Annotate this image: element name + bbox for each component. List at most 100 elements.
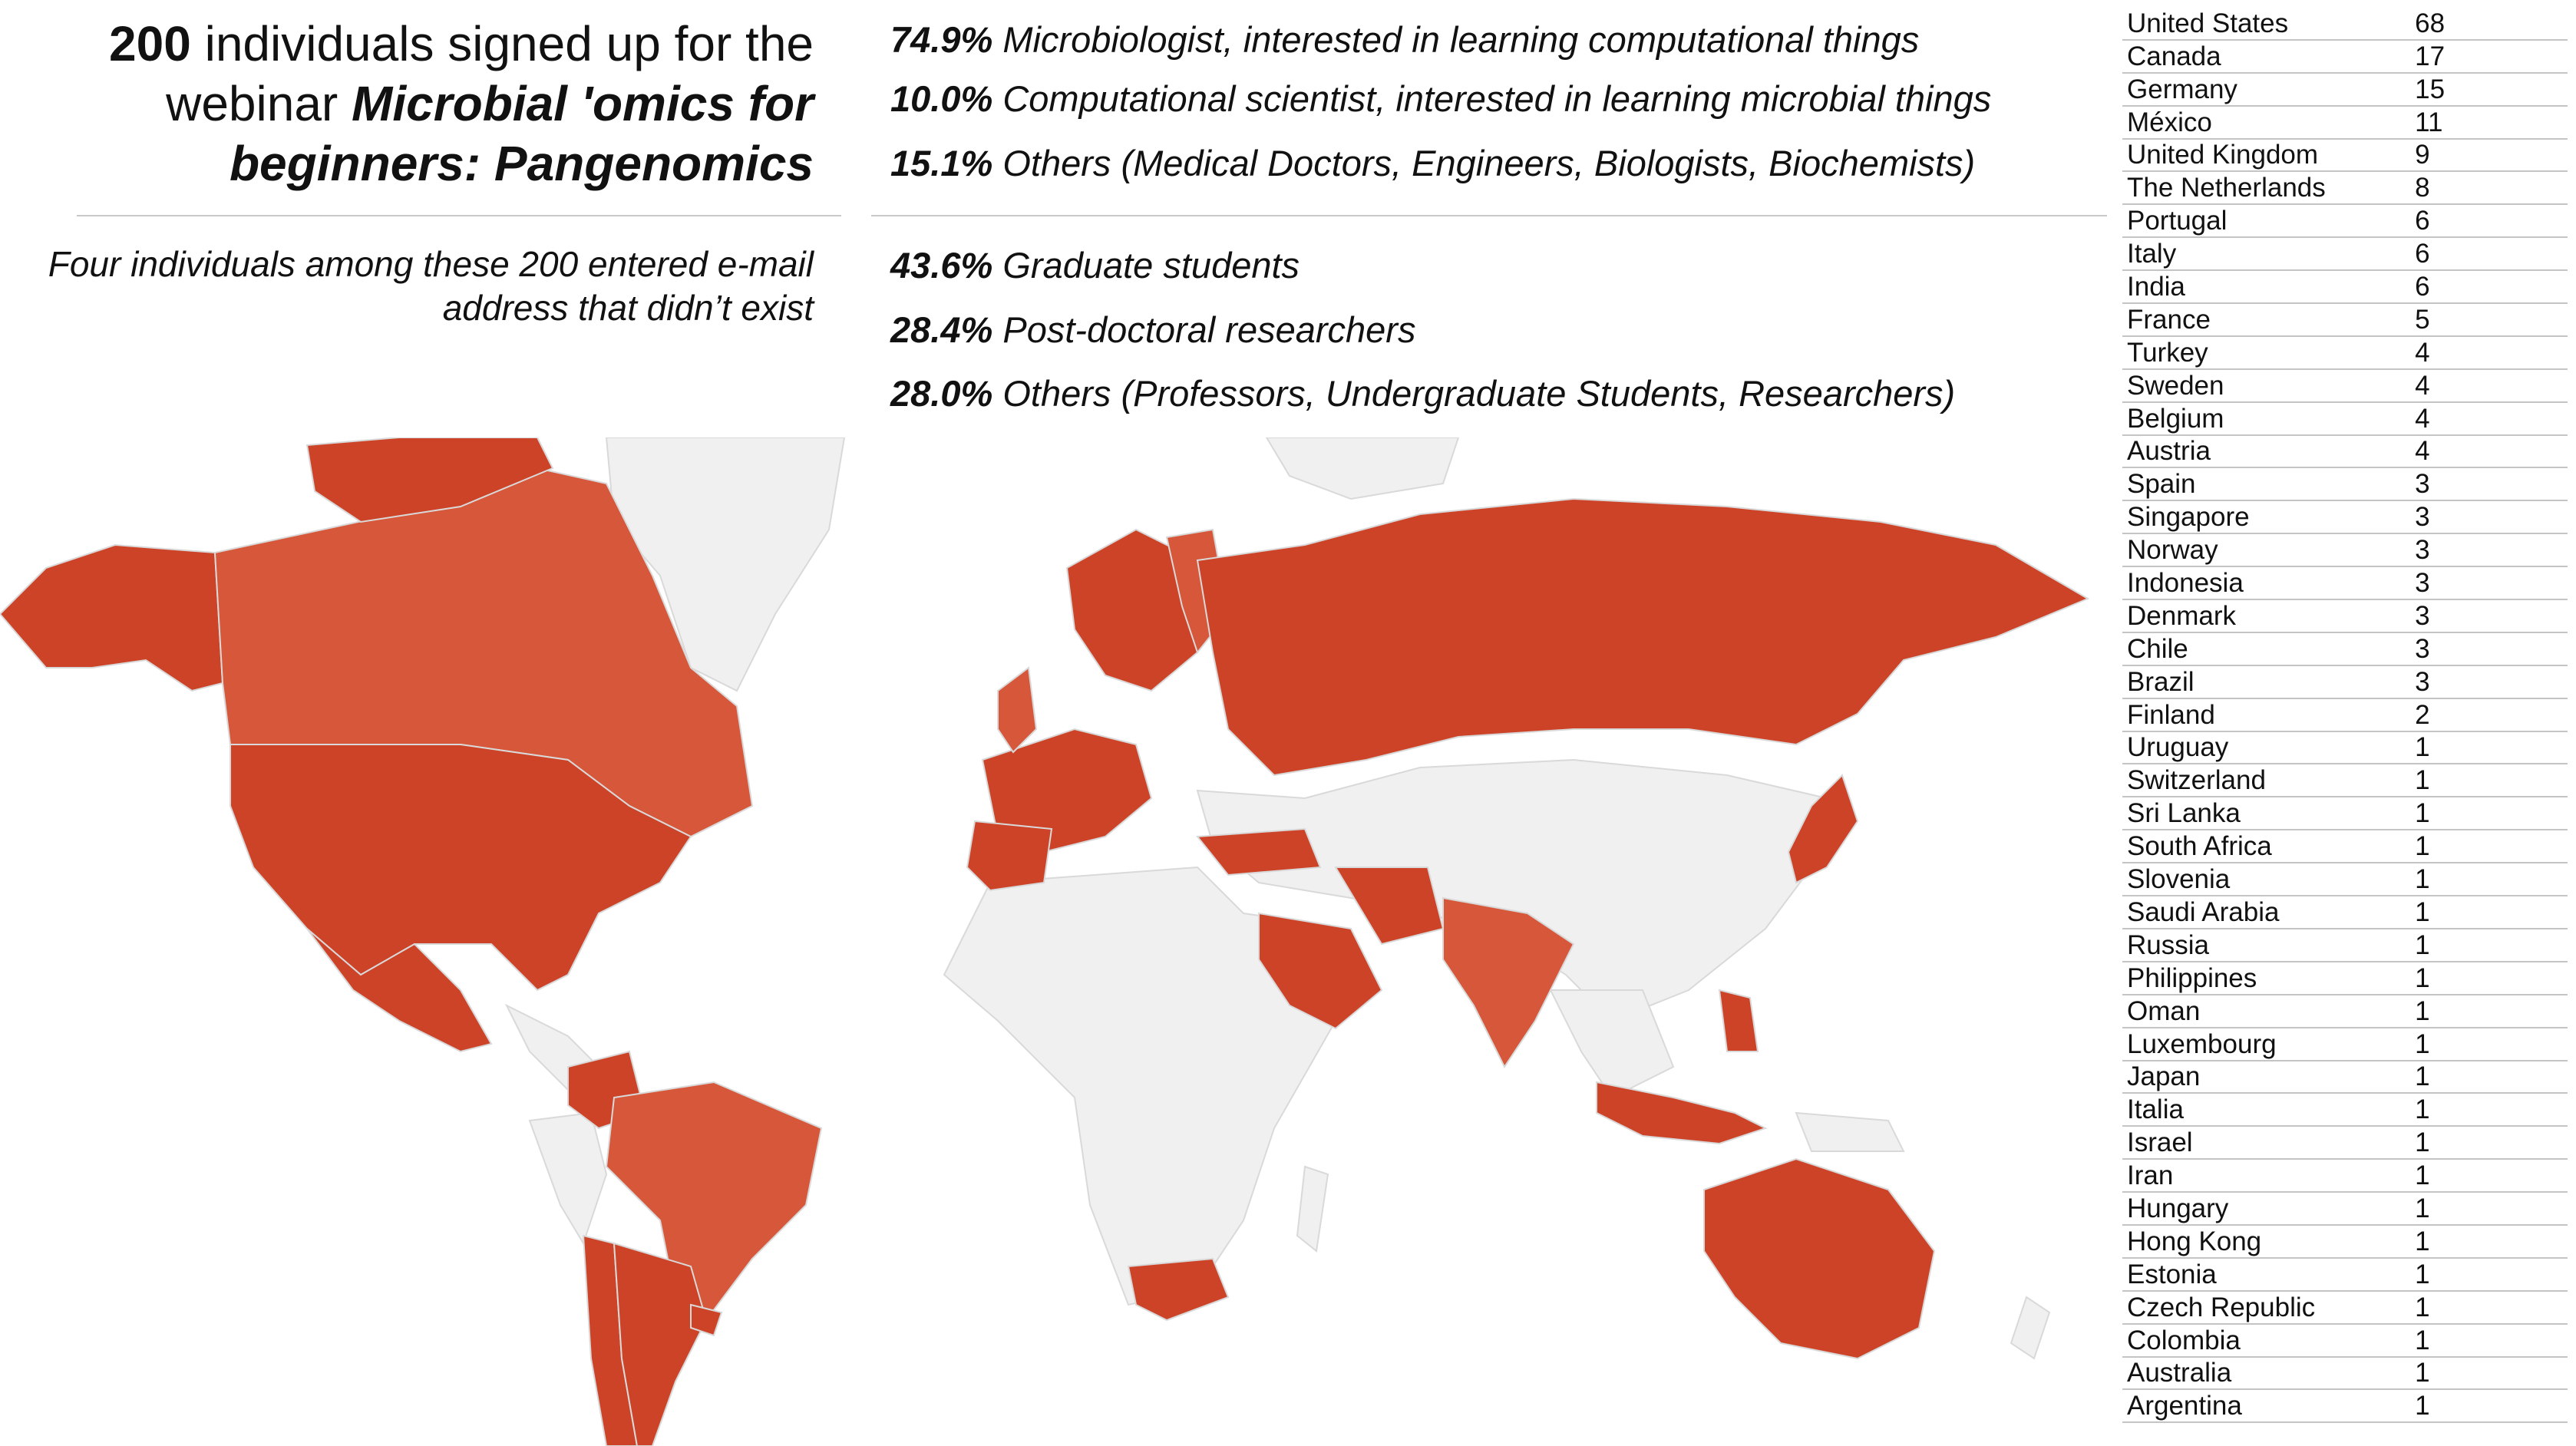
country-name: Spain — [2122, 467, 2411, 502]
country-row: Italy 6 — [2122, 237, 2568, 272]
country-name: Brazil — [2122, 665, 2411, 699]
stat-label: Microbiologist, interested in learning c… — [1002, 19, 1920, 60]
webinar-title: Microbial 'omics for beginners: Pangenom… — [229, 76, 814, 191]
country-count: 1 — [2410, 1389, 2568, 1424]
country-count: 9 — [2410, 138, 2568, 173]
country-count: 1 — [2410, 1027, 2568, 1061]
country-count: 3 — [2410, 533, 2568, 568]
country-count: 1 — [2410, 1356, 2568, 1391]
country-row: México 11 — [2122, 105, 2568, 140]
madagascar-shape — [1296, 1165, 1329, 1253]
saudi-arabia-shape — [1258, 912, 1383, 1030]
country-count: 1 — [2410, 1192, 2568, 1226]
australia-shape — [1703, 1157, 1936, 1360]
country-name: México — [2122, 105, 2411, 140]
stat-label: Others (Professors, Undergraduate Studen… — [1002, 373, 1956, 414]
country-row: Luxembourg 1 — [2122, 1027, 2568, 1061]
country-name: India — [2122, 270, 2411, 305]
country-name: Norway — [2122, 533, 2411, 568]
divider-middle — [871, 215, 2107, 216]
country-name: Germany — [2122, 72, 2411, 107]
country-row: Spain 3 — [2122, 467, 2568, 502]
country-count: 6 — [2410, 237, 2568, 272]
country-name: Saudi Arabia — [2122, 896, 2411, 929]
country-count: 1 — [2410, 863, 2568, 897]
scandinavia-shape — [1065, 528, 1198, 692]
country-row: Hong Kong 1 — [2122, 1224, 2568, 1259]
occupation-stat: 74.9% Microbiologist, interested in lear… — [890, 18, 1919, 61]
stat-percent: 43.6% — [890, 245, 993, 286]
country-row: Argentina 1 — [2122, 1389, 2568, 1424]
occupation-stat: 10.0% Computational scientist, intereste… — [890, 78, 1991, 120]
papua-shape — [1795, 1111, 1905, 1152]
country-count: 17 — [2410, 39, 2568, 74]
country-count: 3 — [2410, 665, 2568, 699]
country-count: 1 — [2410, 1093, 2568, 1127]
country-count: 1 — [2410, 961, 2568, 995]
country-count: 3 — [2410, 599, 2568, 633]
country-row: Denmark 3 — [2122, 599, 2568, 633]
country-name: Hong Kong — [2122, 1224, 2411, 1259]
country-name: Russia — [2122, 928, 2411, 962]
country-count: 3 — [2410, 500, 2568, 535]
country-name: Philippines — [2122, 961, 2411, 995]
country-row: Germany 15 — [2122, 72, 2568, 107]
country-row: Czech Republic 1 — [2122, 1290, 2568, 1325]
invalid-email-note: Four individuals among these 200 entered… — [48, 244, 814, 328]
country-row: Singapore 3 — [2122, 500, 2568, 535]
career-stat: 28.0% Others (Professors, Undergraduate … — [890, 372, 1955, 414]
country-name: South Africa — [2122, 830, 2411, 864]
country-name: Colombia — [2122, 1323, 2411, 1358]
headline-lead: individuals signed up for the webinar — [166, 16, 814, 131]
country-count: 11 — [2410, 105, 2568, 140]
country-row: Norway 3 — [2122, 533, 2568, 568]
country-row: United Kingdom 9 — [2122, 138, 2568, 173]
country-count: 6 — [2410, 270, 2568, 305]
russia-shape — [1196, 497, 2090, 777]
signup-count: 200 — [109, 16, 191, 71]
country-row: Chile 3 — [2122, 632, 2568, 666]
country-row: Australia 1 — [2122, 1356, 2568, 1391]
mexico-shape — [306, 928, 493, 1053]
alaska-shape — [0, 543, 224, 692]
country-name: The Netherlands — [2122, 171, 2411, 206]
world-map — [0, 437, 2103, 1446]
country-name: Australia — [2122, 1356, 2411, 1391]
country-name: Turkey — [2122, 335, 2411, 370]
country-name: Japan — [2122, 1060, 2411, 1094]
career-stat: 43.6% Graduate students — [890, 244, 1300, 286]
stat-percent: 28.4% — [890, 309, 993, 350]
uk-shape — [997, 666, 1038, 754]
country-row: Hungary 1 — [2122, 1192, 2568, 1226]
country-row: Finland 2 — [2122, 698, 2568, 732]
country-count: 1 — [2410, 1126, 2568, 1160]
country-row: United States 68 — [2122, 8, 2568, 41]
stat-label: Graduate students — [1002, 245, 1300, 286]
country-name: Canada — [2122, 39, 2411, 74]
country-row: Iran 1 — [2122, 1159, 2568, 1193]
country-count: 1 — [2410, 1224, 2568, 1259]
country-table: United States 68 Canada 17 Germany 15 México 11… — [2122, 8, 2568, 1424]
arctic-archipelago-shape — [305, 437, 554, 523]
world-map-svg — [0, 437, 2090, 1446]
country-name: Sri Lanka — [2122, 797, 2411, 831]
country-row: Oman 1 — [2122, 994, 2568, 1028]
country-row: Sweden 4 — [2122, 368, 2568, 403]
country-count: 8 — [2410, 171, 2568, 206]
country-name: Finland — [2122, 698, 2411, 732]
country-row: Portugal 6 — [2122, 204, 2568, 239]
country-count: 1 — [2410, 994, 2568, 1028]
country-row: Canada 17 — [2122, 39, 2568, 74]
country-name: Belgium — [2122, 401, 2411, 436]
stat-label: Computational scientist, interested in l… — [1002, 78, 1992, 119]
country-count: 4 — [2410, 401, 2568, 436]
country-count: 1 — [2410, 797, 2568, 831]
country-count: 1 — [2410, 1257, 2568, 1292]
country-name: Slovenia — [2122, 863, 2411, 897]
country-row: Russia 1 — [2122, 928, 2568, 962]
country-count: 3 — [2410, 566, 2568, 601]
country-name: Israel — [2122, 1126, 2411, 1160]
country-count: 68 — [2410, 8, 2568, 41]
country-row: Belgium 4 — [2122, 401, 2568, 436]
country-count: 1 — [2410, 1323, 2568, 1358]
